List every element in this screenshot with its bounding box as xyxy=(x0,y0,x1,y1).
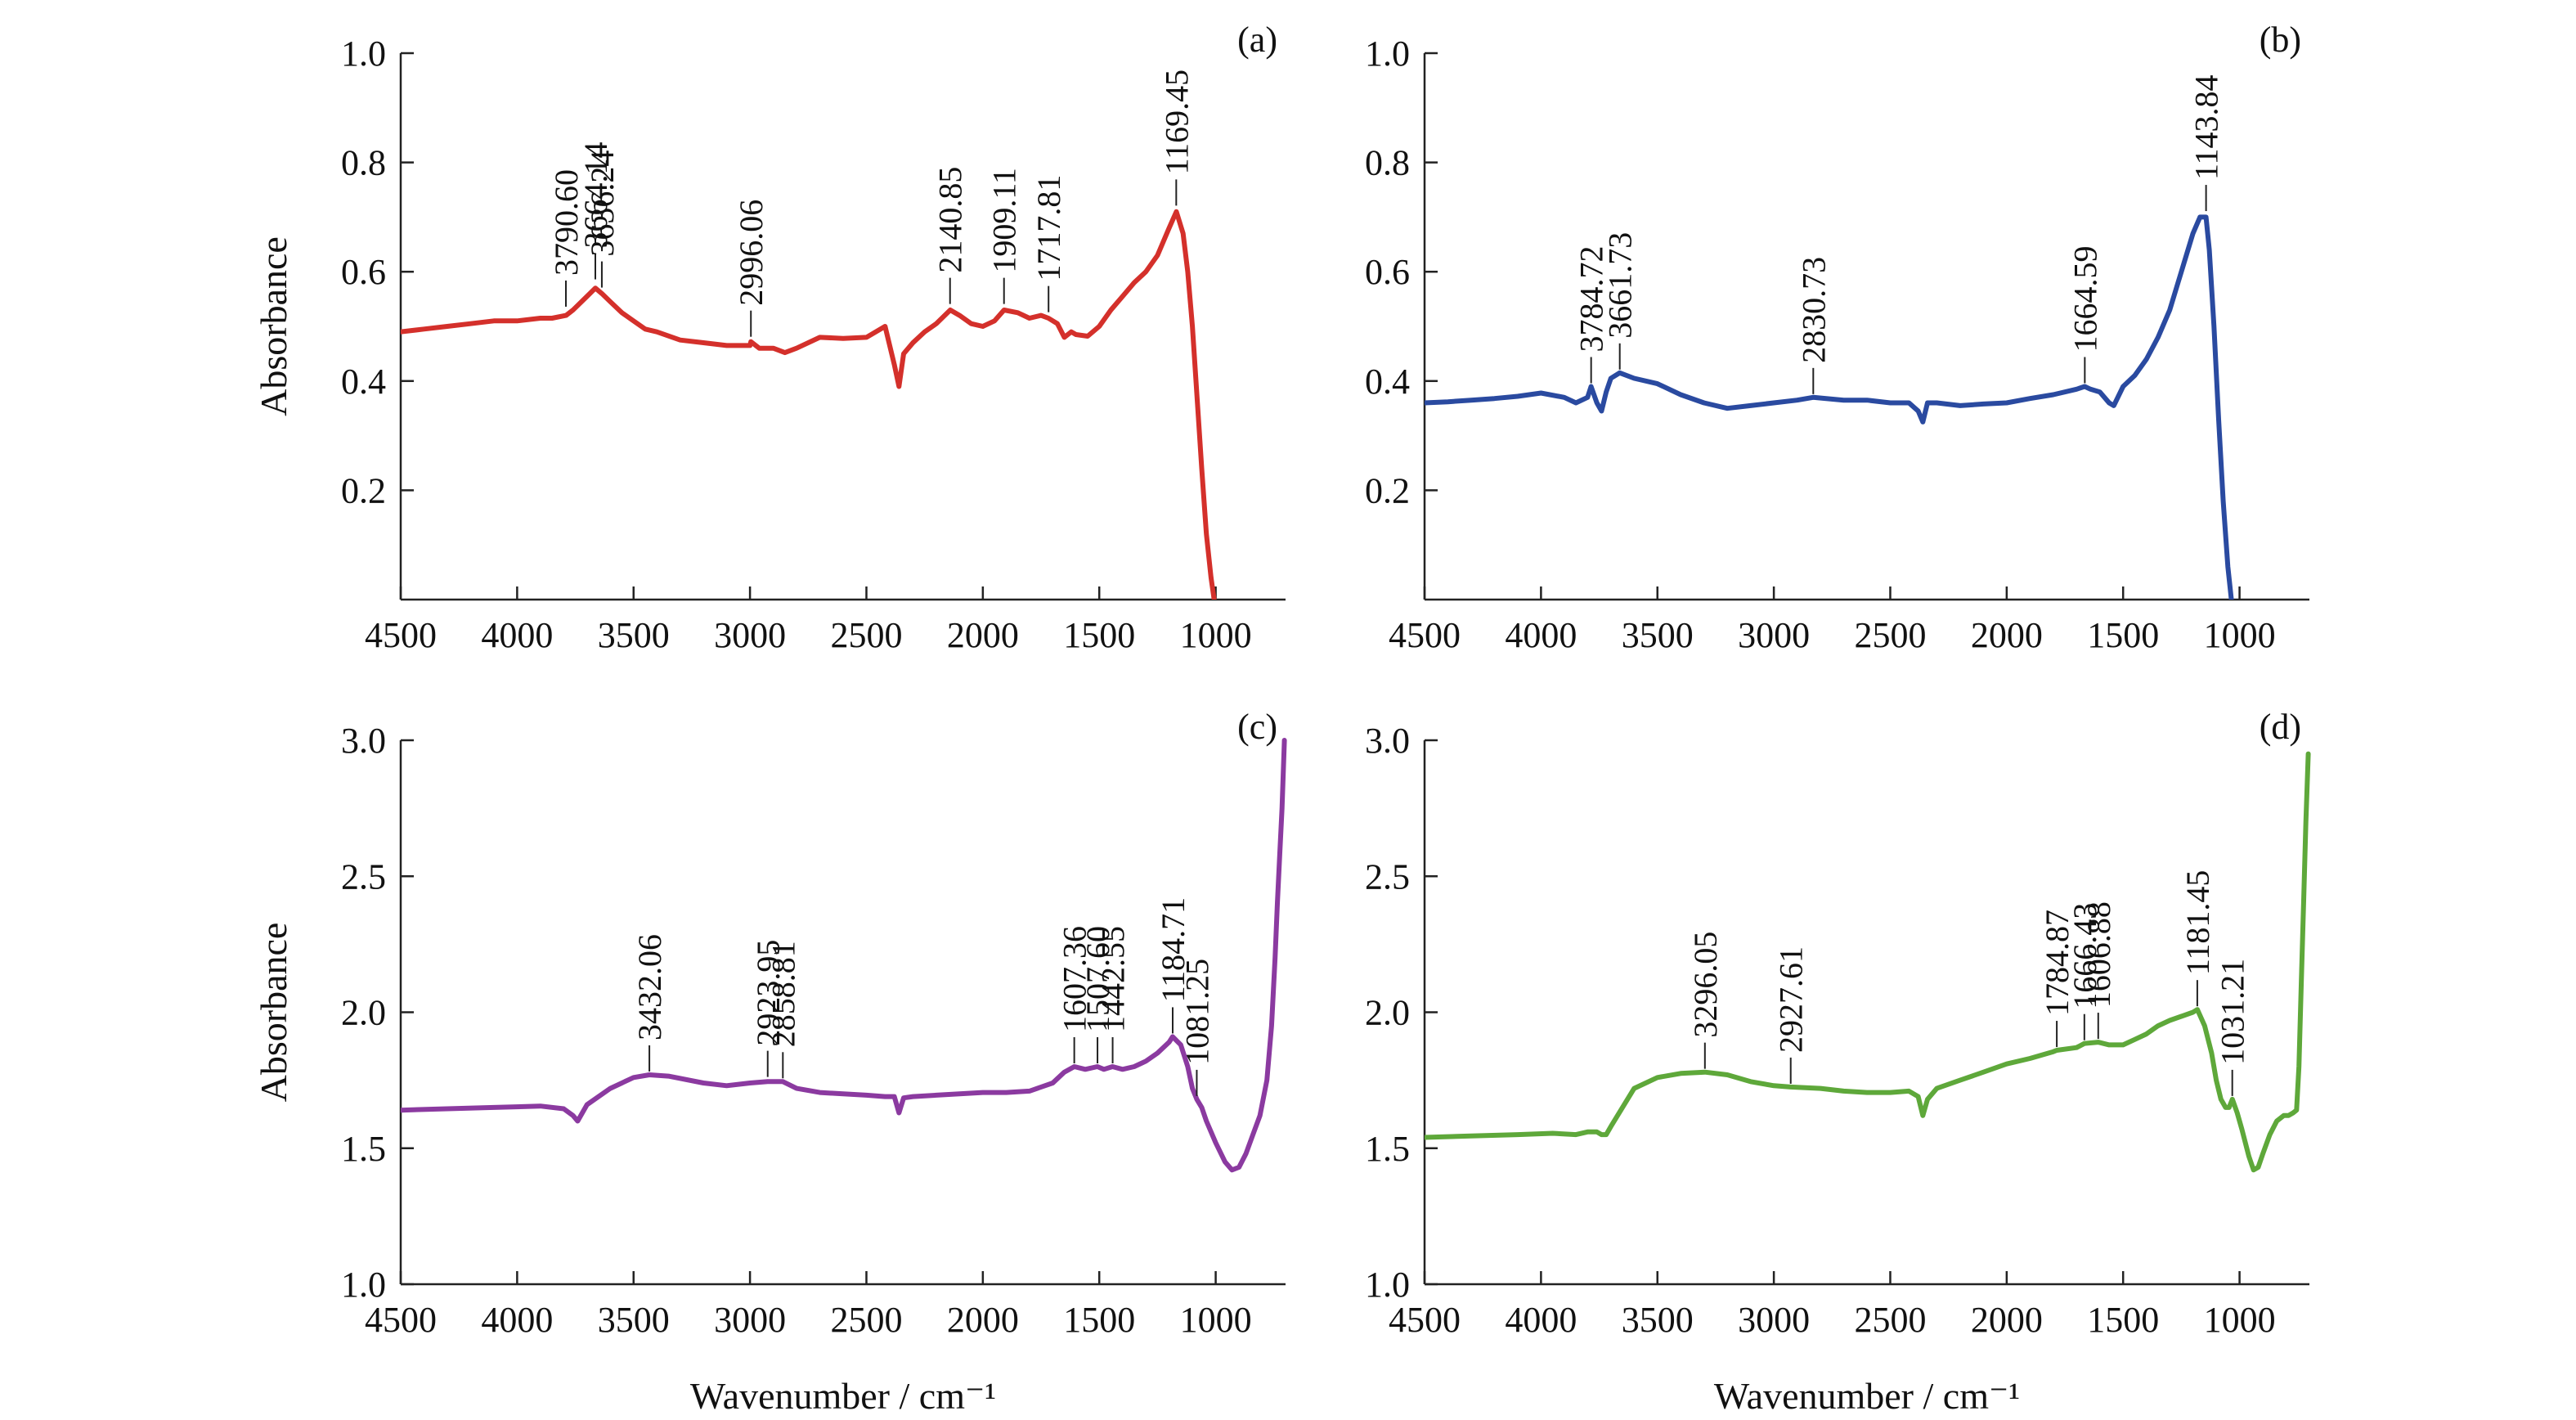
peak-label: 1181.45 xyxy=(2179,870,2216,976)
x-tick-label: 3500 xyxy=(1622,1300,1694,1340)
panel-tag: (a) xyxy=(1237,20,1277,60)
x-tick-label: 3000 xyxy=(1738,1300,1810,1340)
x-tick-label: 2000 xyxy=(1971,615,2043,655)
spectrum-line xyxy=(1425,214,2234,600)
x-tick-label: 3000 xyxy=(714,1300,786,1340)
x-tick-label: 2000 xyxy=(947,1300,1019,1340)
x-tick-label: 1000 xyxy=(2204,615,2276,655)
x-tick-label: 2000 xyxy=(1971,1300,2043,1340)
y-tick-label: 1.0 xyxy=(1365,34,1410,74)
x-tick-label: 4500 xyxy=(1389,615,1461,655)
peak-label: 3432.06 xyxy=(631,934,668,1040)
x-tick-label: 3500 xyxy=(598,1300,670,1340)
x-tick-label: 2500 xyxy=(830,615,902,655)
spectrum-line xyxy=(401,209,1217,600)
x-tick-label: 3500 xyxy=(598,615,670,655)
x-tick-label: 4500 xyxy=(1389,1300,1461,1340)
y-tick-label: 1.5 xyxy=(341,1129,386,1169)
x-tick-label: 4500 xyxy=(365,1300,437,1340)
peak-label: 1784.87 xyxy=(2039,910,2076,1016)
peak-label: 2858.81 xyxy=(765,941,801,1047)
x-tick-label: 4000 xyxy=(481,615,553,655)
y-tick-label: 0.8 xyxy=(341,143,386,183)
peak-label: 3664.14 xyxy=(577,142,614,249)
y-tick-label: 3.0 xyxy=(1365,721,1410,761)
spectrum-line xyxy=(401,738,1287,1173)
x-axis-title: Wavenumber / cm⁻¹ xyxy=(1714,1375,2020,1417)
peak-label: 3790.60 xyxy=(548,169,585,276)
peak-label: 1184.71 xyxy=(1155,897,1192,1003)
peak-label: 1507.60 xyxy=(1079,926,1116,1032)
y-tick-label: 1.5 xyxy=(1365,1129,1410,1169)
y-tick-label: 0.2 xyxy=(341,470,386,510)
x-tick-label: 1500 xyxy=(1063,1300,1135,1340)
x-tick-label: 1000 xyxy=(1180,615,1252,655)
y-tick-label: 0.4 xyxy=(341,362,386,402)
y-tick-label: 2.5 xyxy=(1365,856,1410,896)
y-tick-label: 1.0 xyxy=(1365,1265,1410,1305)
y-tick-label: 2.5 xyxy=(341,856,386,896)
peak-label: 1666.43 xyxy=(2067,903,2103,1009)
x-tick-label: 4000 xyxy=(1505,615,1577,655)
peak-label: 3296.05 xyxy=(1687,932,1724,1038)
peak-label: 1664.59 xyxy=(2067,245,2103,352)
peak-label: 1031.21 xyxy=(2215,959,2251,1065)
x-tick-label: 1500 xyxy=(1063,615,1135,655)
peak-label: 1607.36 xyxy=(1057,926,1093,1032)
y-tick-label: 1.0 xyxy=(341,34,386,74)
y-tick-label: 2.0 xyxy=(1365,993,1410,1033)
panel-d: 4500 4000 3500 3000 2500 2000 1500 1000 1.0 1.5 2.… xyxy=(1365,707,2311,1417)
x-tick-label: 2500 xyxy=(1854,1300,1926,1340)
panel-tag: (c) xyxy=(1237,707,1277,747)
peak-label: 2830.73 xyxy=(1795,257,1832,363)
y-axis-title: Absorbance xyxy=(253,236,294,416)
x-axis-title: Wavenumber / cm⁻¹ xyxy=(690,1375,996,1417)
panel-c: 4500 4000 3500 3000 2500 2000 1500 1000 1.0 1.5 2.… xyxy=(253,707,1287,1417)
peak-label: 2996.06 xyxy=(733,200,770,306)
x-tick-label: 4000 xyxy=(1505,1300,1577,1340)
y-tick-label: 2.0 xyxy=(341,993,386,1033)
peak-label: 2923.95 xyxy=(750,940,787,1046)
x-tick-label: 1000 xyxy=(2204,1300,2276,1340)
peak-label: 2140.85 xyxy=(932,167,969,273)
y-tick-label: 0.4 xyxy=(1365,362,1410,402)
y-tick-label: 1.0 xyxy=(341,1265,386,1305)
y-tick-label: 0.6 xyxy=(1365,252,1410,292)
y-tick-label: 0.6 xyxy=(341,252,386,292)
peak-label: 3661.73 xyxy=(1602,232,1639,339)
panel-a: 4500 4000 3500 3000 2500 2000 1500 1000 0.2 0.4 0.… xyxy=(253,20,1286,655)
panel-b: 4500 4000 3500 3000 2500 2000 1500 1000 0.2 0.4 0.… xyxy=(1365,20,2309,655)
peak-label: 1717.81 xyxy=(1030,175,1067,281)
peak-label: 2927.61 xyxy=(1773,946,1810,1053)
peak-label: 3636.24 xyxy=(584,151,621,257)
peak-label: 3784.72 xyxy=(1573,245,1610,352)
x-tick-label: 3000 xyxy=(1738,615,1810,655)
y-axis-title: Absorbance xyxy=(253,923,294,1103)
y-tick-label: 0.2 xyxy=(1365,470,1410,510)
x-tick-label: 1500 xyxy=(2087,1300,2159,1340)
panel-tag: (d) xyxy=(2260,707,2301,747)
peak-label: 1909.11 xyxy=(986,168,1023,273)
x-tick-label: 2500 xyxy=(1854,615,1926,655)
x-tick-label: 1000 xyxy=(1180,1300,1252,1340)
peak-label: 1606.88 xyxy=(2080,901,2117,1008)
x-tick-label: 3500 xyxy=(1622,615,1694,655)
spectrum-line xyxy=(1425,751,2311,1173)
y-tick-label: 3.0 xyxy=(341,721,386,761)
x-tick-label: 3000 xyxy=(714,615,786,655)
x-tick-label: 1500 xyxy=(2087,615,2159,655)
x-tick-label: 4000 xyxy=(481,1300,553,1340)
panel-tag: (b) xyxy=(2260,20,2301,60)
y-tick-label: 0.8 xyxy=(1365,143,1410,183)
x-tick-label: 4500 xyxy=(365,615,437,655)
x-tick-label: 2000 xyxy=(947,615,1019,655)
peak-label: 1442.55 xyxy=(1095,926,1132,1032)
peak-label: 1143.84 xyxy=(2188,75,2225,181)
x-tick-label: 2500 xyxy=(830,1300,902,1340)
peak-label: 1081.25 xyxy=(1178,959,1215,1065)
peak-label: 1169.45 xyxy=(1158,70,1195,175)
